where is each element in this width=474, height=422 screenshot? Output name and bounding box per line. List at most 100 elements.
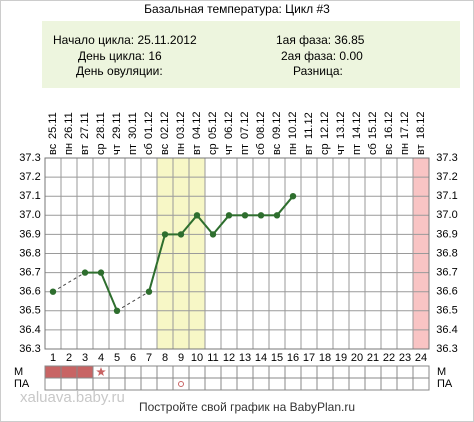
date-label: 07.12 — [239, 111, 251, 139]
date-label: 14.12 — [351, 111, 363, 139]
data-point — [273, 212, 281, 219]
weekday-label: чт — [335, 144, 347, 155]
x-tick-label: 22 — [383, 352, 395, 364]
weekday-label: пт — [351, 144, 363, 155]
data-point — [193, 212, 201, 219]
date-label: 03.12 — [175, 111, 187, 139]
weekday-label: чт — [111, 144, 123, 155]
x-tick-label: 17 — [303, 352, 315, 364]
row-label: М — [14, 366, 23, 378]
date-label: 08.12 — [255, 111, 267, 139]
date-label: 28.11 — [95, 112, 107, 139]
y-tick-label: 36.9 — [436, 228, 457, 240]
weekday-label: пн — [287, 143, 299, 155]
row-cell — [412, 377, 430, 391]
date-label: 30.11 — [127, 112, 139, 139]
data-point — [161, 231, 169, 238]
weekday-label: вт — [191, 144, 203, 155]
date-label: 29.11 — [111, 112, 123, 139]
x-tick-label: 2 — [66, 352, 72, 364]
date-label: 02.12 — [159, 111, 171, 139]
x-tick-label: 6 — [130, 352, 136, 364]
x-tick-label: 1 — [50, 352, 56, 364]
weekday-label: пт — [239, 144, 251, 155]
weekday-label: пн — [63, 143, 75, 155]
x-tick-label: 19 — [335, 352, 347, 364]
data-point — [145, 288, 153, 295]
menstruation-cell — [60, 365, 78, 379]
y-tick-label: 37.2 — [436, 171, 457, 183]
y-tick-label: 37.3 — [19, 152, 40, 164]
x-tick-label: 23 — [399, 352, 411, 364]
weekday-label: вс — [271, 143, 283, 155]
x-tick-label: 8 — [162, 352, 168, 364]
info-box — [42, 21, 460, 88]
data-point — [113, 307, 121, 314]
info-text: Начало цикла: 25.11.2012 — [53, 33, 197, 47]
y-tick-label: 37.0 — [436, 209, 457, 221]
date-label: 06.12 — [223, 111, 235, 139]
line-segment — [196, 214, 214, 236]
info-text: День овуляции: — [76, 64, 163, 78]
y-tick-label: 37.1 — [19, 190, 40, 202]
y-tick-label: 36.5 — [19, 305, 40, 317]
chart-title: Базальная температура: Цикл #3 — [144, 2, 330, 16]
x-tick-label: 15 — [271, 352, 283, 364]
date-label: 18.12 — [415, 111, 427, 139]
date-label: 13.12 — [335, 111, 347, 139]
y-tick-label: 36.3 — [436, 343, 457, 355]
y-tick-label: 37.0 — [19, 209, 40, 221]
weekday-label: вс — [159, 143, 171, 155]
y-tick-label: 36.7 — [436, 267, 457, 279]
x-tick-label: 14 — [255, 352, 267, 364]
pa-marker — [178, 381, 184, 387]
weekday-label: ср — [319, 143, 331, 155]
star-marker — [96, 367, 106, 376]
y-tick-label: 36.8 — [19, 247, 40, 259]
info-text: День цикла: 16 — [78, 49, 162, 63]
x-tick-label: 18 — [319, 352, 331, 364]
weekday-label: пн — [175, 143, 187, 155]
weekday-label: чт — [223, 144, 235, 155]
x-tick-label: 11 — [207, 352, 218, 364]
data-point — [97, 269, 105, 276]
watermark: xaluava.baby.ru — [20, 389, 125, 406]
x-tick-label: 13 — [239, 352, 251, 364]
weekday-label: сб — [255, 143, 267, 155]
y-tick-label: 36.5 — [436, 305, 457, 317]
x-tick-label: 16 — [287, 352, 299, 364]
info-text: 2ая фаза: 0.00 — [281, 49, 363, 63]
x-tick-label: 4 — [98, 352, 104, 364]
x-tick-label: 9 — [178, 352, 184, 364]
date-label: 05.12 — [207, 111, 219, 139]
weekday-label: пн — [399, 143, 411, 155]
date-label: 09.12 — [271, 111, 283, 139]
x-tick-label: 3 — [82, 352, 88, 364]
weekday-label: вт — [79, 144, 91, 155]
data-point — [241, 212, 249, 219]
weekday-label: вт — [415, 144, 427, 155]
menstruation-cell — [44, 365, 62, 379]
data-point — [225, 212, 233, 219]
weekday-label: вс — [47, 143, 59, 155]
date-label: 25.11 — [47, 112, 59, 139]
date-label: 27.11 — [79, 112, 91, 139]
x-tick-label: 10 — [191, 352, 203, 364]
y-tick-label: 36.4 — [19, 324, 40, 336]
weekday-label: ср — [95, 143, 107, 155]
y-tick-label: 37.3 — [436, 152, 457, 164]
row-label: ПА — [437, 378, 453, 390]
date-label: 26.11 — [63, 112, 75, 139]
date-label: 16.12 — [383, 111, 395, 139]
data-point — [81, 269, 89, 276]
data-point — [209, 231, 217, 238]
info-text: Разница: — [293, 64, 343, 78]
line-segment — [212, 214, 230, 236]
y-tick-label: 36.9 — [19, 228, 40, 240]
y-tick-label: 37.1 — [436, 190, 457, 202]
data-point — [49, 288, 57, 295]
weekday-label: пт — [127, 144, 139, 155]
line-segment — [276, 195, 294, 216]
line-segment — [148, 234, 166, 292]
info-text: 1ая фаза: 36.85 — [276, 33, 365, 47]
